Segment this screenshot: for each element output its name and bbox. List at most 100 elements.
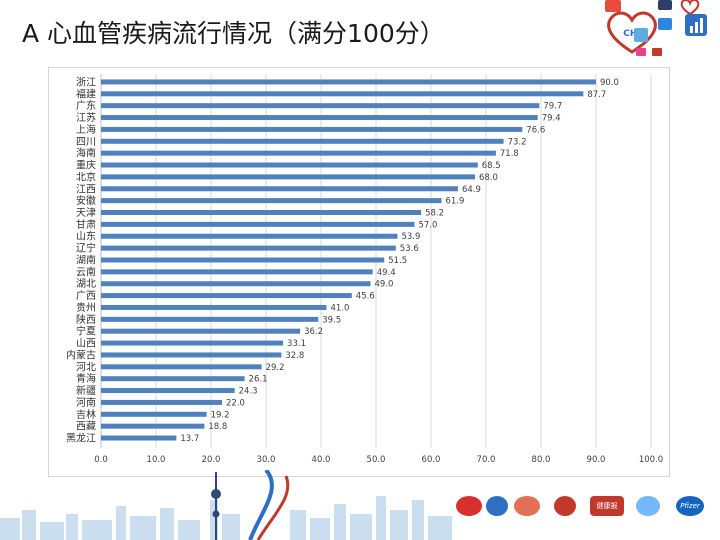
logo-tile-pink (636, 48, 646, 56)
logo-tile-red-2 (652, 48, 662, 56)
category-label: 吉林 (76, 408, 96, 421)
city-skyline (0, 470, 452, 540)
bar (101, 245, 396, 251)
category-label: 北京 (76, 170, 96, 183)
partner-logo-3 (514, 496, 540, 516)
category-label: 云南 (76, 265, 96, 278)
data-label: 36.2 (304, 327, 323, 337)
category-label: 内蒙古 (66, 348, 96, 361)
category-label: 黑龙江 (66, 432, 96, 445)
data-label: 73.2 (508, 137, 527, 147)
x-tick-label: 10.0 (147, 455, 166, 465)
bar (101, 221, 415, 227)
data-label: 57.0 (419, 220, 438, 230)
data-label: 51.5 (388, 256, 407, 266)
bar (101, 174, 475, 180)
bar-chart: 0.0 10.0 20.0 30.0 40.0 50.0 60.0 70.0 80.0 90.0 1… (66, 74, 663, 465)
category-label: 青海 (76, 372, 96, 385)
category-label: 四川 (76, 137, 96, 148)
bar (101, 91, 584, 97)
x-tick-label: 20.0 (202, 455, 221, 465)
x-tick-label: 40.0 (312, 455, 331, 465)
bar (101, 79, 596, 85)
bar (101, 162, 478, 168)
logo-cluster: CHI (605, 0, 707, 56)
data-label: 18.8 (208, 422, 227, 432)
pfizer-logo: Pfizer (676, 496, 704, 516)
chart-frame: 0.0 10.0 20.0 30.0 40.0 50.0 60.0 70.0 80.0 90.0 1… (48, 67, 670, 477)
x-tick-label: 30.0 (257, 455, 276, 465)
bar (101, 411, 207, 417)
data-label: 19.2 (211, 410, 230, 420)
bar (101, 423, 205, 429)
bar (101, 150, 496, 156)
category-label: 重庆 (76, 159, 96, 172)
data-label: 26.1 (249, 375, 268, 385)
chi-logo-text: CHI (623, 29, 641, 39)
data-label: 68.0 (479, 173, 498, 183)
bar (101, 435, 177, 441)
bar (101, 103, 540, 109)
category-label: 江西 (76, 183, 96, 195)
data-label: 49.0 (375, 280, 394, 290)
logo-tile-blue (658, 18, 672, 30)
data-label: 22.0 (226, 398, 245, 408)
data-label: 71.8 (500, 149, 519, 159)
data-label: 32.8 (285, 351, 304, 361)
bar (101, 138, 504, 144)
category-label: 广东 (76, 99, 96, 112)
data-label: 24.3 (239, 387, 258, 397)
category-label: 上海 (76, 123, 96, 136)
x-tick-label: 50.0 (367, 455, 386, 465)
data-label: 13.7 (180, 434, 199, 444)
bar (101, 376, 245, 382)
data-label: 53.6 (400, 244, 419, 254)
x-tick-label: 0.0 (94, 455, 108, 465)
data-label: 61.9 (445, 197, 464, 207)
bar (101, 328, 301, 334)
category-label: 宁夏 (76, 325, 96, 338)
category-label: 山西 (76, 338, 96, 350)
bar (101, 233, 398, 239)
tv-tower-icon (211, 472, 221, 540)
category-label: 湖南 (76, 253, 96, 266)
bar (101, 293, 352, 299)
bar (101, 352, 282, 358)
category-label: 辽宁 (76, 242, 96, 255)
bar (101, 364, 262, 370)
data-label: 58.2 (425, 209, 444, 219)
slide-title: A 心血管疾病流行情况（满分100分） (22, 19, 445, 48)
bar (101, 388, 235, 394)
partner-logos: 健康报 Pfizer (450, 492, 720, 524)
category-label: 河南 (76, 396, 96, 409)
data-label: 33.1 (287, 339, 306, 349)
category-label: 天津 (76, 207, 96, 219)
category-label: 贵州 (76, 301, 96, 314)
category-label: 安徽 (76, 194, 96, 207)
data-label: 79.7 (543, 102, 562, 112)
category-label: 浙江 (76, 76, 96, 88)
bar (101, 340, 284, 346)
logo-tile-navy (658, 0, 672, 10)
bar (101, 281, 371, 287)
x-tick-label: 90.0 (587, 455, 606, 465)
bar (101, 126, 523, 132)
bar (101, 186, 458, 192)
data-label: 39.5 (322, 315, 341, 325)
logo-tile-dots (634, 28, 648, 42)
category-label: 甘肃 (76, 218, 96, 231)
bar (101, 210, 422, 216)
bar (101, 316, 319, 322)
x-tick-label: 100.0 (639, 455, 663, 465)
bar (101, 269, 373, 275)
category-label: 湖北 (76, 278, 96, 290)
data-label: 45.6 (356, 292, 375, 302)
bar (101, 399, 222, 405)
category-label: 新疆 (76, 384, 96, 397)
category-label: 福建 (76, 87, 96, 100)
partner-logo-5 (636, 496, 660, 516)
bar (101, 198, 442, 204)
category-label: 西藏 (76, 421, 96, 433)
data-label: 79.4 (542, 114, 561, 124)
x-tick-label: 80.0 (532, 455, 551, 465)
